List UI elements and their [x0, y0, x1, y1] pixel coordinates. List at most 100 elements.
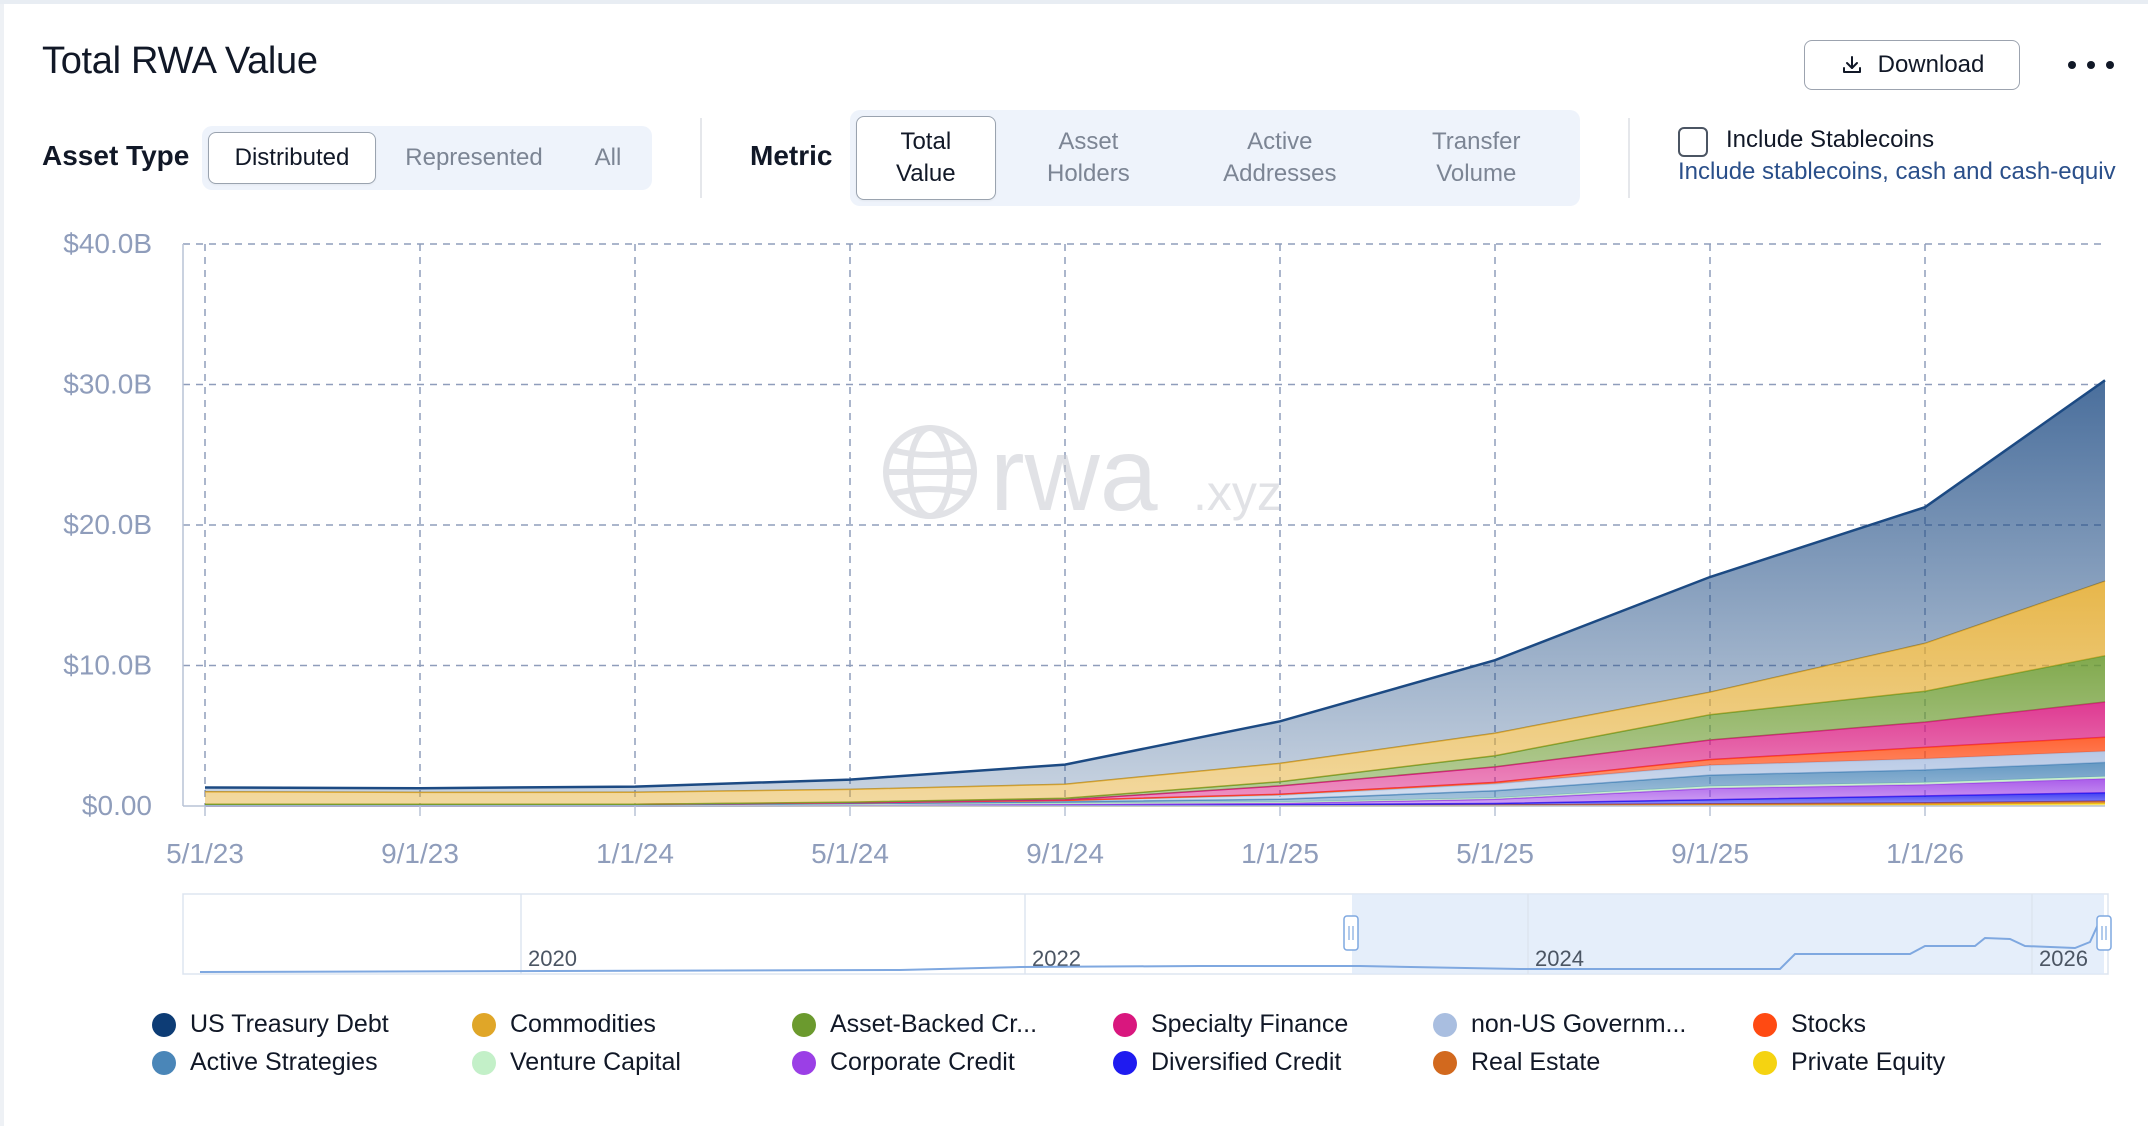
x-tick-label: 5/1/23 — [166, 838, 244, 869]
metric-addresses-line1: Active — [1247, 128, 1313, 155]
legend-item[interactable]: Real Estate — [1433, 1048, 1600, 1077]
area-asset-backed-credit[interactable] — [205, 655, 2105, 805]
metric-volume-line2: Volume — [1436, 160, 1517, 187]
area-corporate-credit[interactable] — [205, 778, 2105, 806]
legend-label: Specialty Finance — [1151, 1010, 1349, 1038]
navigator-series-line — [199, 919, 2101, 973]
x-tick-label: 5/1/25 — [1456, 838, 1534, 869]
metric-holders-line1: Asset — [1058, 128, 1119, 155]
download-icon — [1842, 56, 1861, 73]
x-tick-label: 1/1/24 — [596, 838, 674, 869]
area-commodities[interactable] — [205, 581, 2105, 805]
y-tick-label: $30.0B — [63, 369, 152, 400]
legend-label: Stocks — [1791, 1010, 1867, 1038]
navigator-year-label: 2026 — [2039, 946, 2088, 971]
x-tick-label: 5/1/24 — [811, 838, 889, 869]
x-tick-label: 9/1/24 — [1026, 838, 1104, 869]
divider — [700, 118, 702, 198]
legend-item[interactable]: Active Strategies — [152, 1048, 378, 1077]
download-button[interactable]: Download — [1804, 40, 2020, 90]
chart-axes: $0.00 $10.0B $20.0B $30.0B $40.0B 5/1/23 9/1/2… — [63, 228, 2105, 869]
metric-total-value[interactable]: Total Value — [856, 116, 996, 200]
metric-holders-line2: Holders — [1047, 160, 1130, 187]
legend-item[interactable]: Commodities — [472, 1010, 656, 1039]
watermark-suffix: .xyz — [1193, 465, 1282, 521]
asset-type-distributed[interactable]: Distributed — [208, 132, 376, 184]
legend-item[interactable]: Private Equity — [1753, 1048, 1945, 1077]
area-specialty-finance[interactable] — [205, 702, 2105, 805]
range-navigator[interactable]: 2020 2022 2024 2026 — [0, 890, 2148, 990]
metric-active-addresses[interactable]: Active Addresses — [1181, 116, 1378, 200]
asset-type-all[interactable]: All — [594, 144, 622, 171]
legend-label: US Treasury Debt — [190, 1010, 389, 1038]
legend-label: Active Strategies — [190, 1048, 378, 1076]
area-us-treasury-debt[interactable] — [205, 380, 2105, 793]
navigator-left-handle[interactable] — [1343, 915, 1359, 951]
dot — [2106, 61, 2114, 69]
legend-dot-icon — [1753, 1050, 1777, 1075]
legend-label: Asset-Backed Cr... — [830, 1010, 1038, 1038]
legend-dot-icon — [152, 1012, 176, 1037]
dot — [2068, 61, 2076, 69]
legend-dot-icon — [472, 1012, 496, 1037]
metric-volume-line1: Transfer — [1432, 128, 1521, 155]
legend-label: Corporate Credit — [830, 1048, 1015, 1076]
legend-item[interactable]: non-US Governm... — [1433, 1010, 1686, 1039]
asset-type-segmented: Distributed Represented All — [202, 126, 652, 190]
asset-type-represented[interactable]: Represented — [405, 144, 543, 171]
legend-dot-icon — [1433, 1050, 1457, 1075]
navigator-selection[interactable] — [1352, 894, 2104, 974]
divider — [1628, 118, 1630, 198]
legend-dot-icon — [152, 1050, 176, 1075]
legend-item[interactable]: Stocks — [1753, 1010, 1866, 1039]
include-stablecoins-checkbox[interactable] — [1678, 127, 1708, 157]
legend-dot-icon — [792, 1012, 816, 1037]
y-tick-label: $0.00 — [82, 790, 152, 821]
top-border — [0, 0, 2148, 4]
x-tick-label: 1/1/26 — [1886, 838, 1964, 869]
legend-label: non-US Governm... — [1471, 1010, 1687, 1038]
legend-dot-icon — [1753, 1012, 1777, 1037]
legend-dot-icon — [1433, 1012, 1457, 1037]
legend-label: Diversified Credit — [1151, 1048, 1342, 1076]
x-tick-label: 1/1/25 — [1241, 838, 1319, 869]
area-diversified-credit[interactable] — [205, 792, 2105, 806]
include-stablecoins-label[interactable]: Include Stablecoins — [1726, 126, 1935, 153]
legend-dot-icon — [1113, 1050, 1137, 1075]
y-tick-label: $40.0B — [63, 228, 152, 259]
watermark-main: rwa — [990, 417, 1158, 533]
legend-dot-icon — [472, 1050, 496, 1075]
y-tick-label: $20.0B — [63, 509, 152, 540]
legend-item[interactable]: Asset-Backed Cr... — [792, 1010, 1037, 1039]
x-tick-label: 9/1/23 — [381, 838, 459, 869]
x-tick-label: 9/1/25 — [1671, 838, 1749, 869]
metric-total-line1: Total — [900, 128, 952, 155]
area-active-strategies[interactable] — [205, 762, 2105, 805]
legend-label: Private Equity — [1791, 1048, 1946, 1076]
page-title: Total RWA Value — [42, 40, 318, 82]
legend-label: Commodities — [510, 1010, 656, 1038]
legend-label: Real Estate — [1471, 1048, 1601, 1076]
metric-asset-holders[interactable]: Asset Holders — [996, 116, 1181, 200]
legend-label: Venture Capital — [510, 1048, 681, 1076]
metric-addresses-line2: Addresses — [1223, 160, 1337, 187]
rwa-value-chart[interactable]: rwa .xyz $0.00 $10.0B $20.0B $30.0B $40.0B 5/… — [0, 220, 2148, 880]
legend-dot-icon — [1113, 1012, 1137, 1037]
legend-item[interactable]: Venture Capital — [472, 1048, 681, 1077]
metric-label: Metric — [750, 140, 833, 171]
navigator-year-label: 2024 — [1535, 946, 1584, 971]
dot — [2087, 61, 2095, 69]
legend-item[interactable]: Diversified Credit — [1113, 1048, 1341, 1077]
legend-item[interactable]: Corporate Credit — [792, 1048, 1015, 1077]
asset-type-label: Asset Type — [42, 140, 190, 171]
legend-item[interactable]: Specialty Finance — [1113, 1010, 1348, 1039]
line-us-treasury-debt — [204, 379, 2106, 790]
legend-dot-icon — [792, 1050, 816, 1075]
navigator-right-handle[interactable] — [2096, 915, 2112, 951]
legend-item[interactable]: US Treasury Debt — [152, 1010, 389, 1039]
metric-transfer-volume[interactable]: Transfer Volume — [1379, 116, 1574, 200]
metric-segmented: Total Value Asset Holders Active Addresses … — [850, 110, 1580, 206]
more-options-icon[interactable] — [2068, 48, 2114, 82]
include-stablecoins-description: Include stablecoins, cash and cash-equiv — [1678, 158, 2116, 185]
y-tick-label: $10.0B — [63, 650, 152, 681]
